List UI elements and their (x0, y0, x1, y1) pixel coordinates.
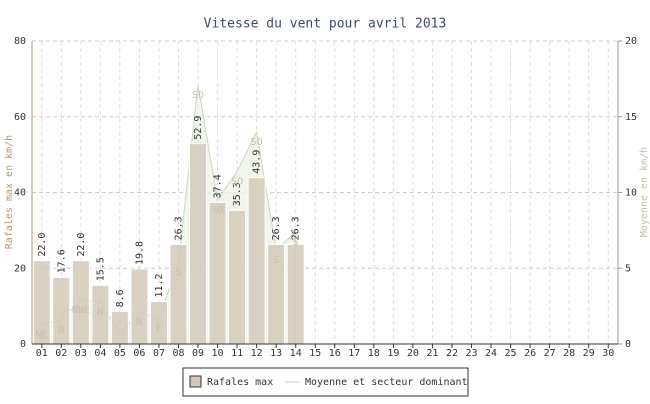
sector-label: N (58, 325, 64, 336)
sector-label: SO (231, 176, 243, 187)
sector-label: E (156, 323, 162, 334)
x-tick-label: 12 (251, 348, 263, 359)
data-label: 26.3 (174, 216, 185, 240)
x-tick-label: 20 (407, 348, 419, 359)
data-label: 22.0 (37, 233, 48, 257)
bar (110, 310, 129, 345)
x-tick-label: 07 (153, 348, 165, 359)
legend-label: Rafales max (207, 377, 273, 388)
bar (169, 243, 188, 345)
x-tick-label: 03 (75, 348, 87, 359)
y2-tick-label: 20 (625, 36, 637, 47)
bar (208, 201, 227, 345)
sector-label: NNE (72, 305, 90, 316)
y2-axis-label: Moyenne en km/h (639, 147, 650, 237)
y-axis-label: Rafales max en km/h (4, 135, 15, 249)
y-tick-label: 0 (20, 339, 26, 350)
x-tick-label: 23 (465, 348, 477, 359)
data-label: 37.4 (213, 174, 224, 198)
data-label: 11.2 (154, 273, 165, 297)
bar (130, 268, 149, 345)
sector-label: N (97, 307, 103, 318)
chart-title: Vitesse du vent pour avril 2013 (204, 17, 447, 32)
y-tick-label: 80 (14, 36, 26, 47)
y-tick-label: 20 (14, 263, 26, 274)
x-tick-label: 08 (172, 348, 184, 359)
x-tick-label: 22 (446, 348, 458, 359)
data-label: 43.9 (252, 150, 263, 174)
x-tick-label: 09 (192, 348, 204, 359)
sector-label: SO (192, 90, 204, 101)
x-tick-label: 11 (231, 348, 243, 359)
data-label: 35.3 (232, 182, 243, 206)
x-tick-label: 14 (290, 348, 302, 359)
data-label: 15.5 (95, 257, 106, 281)
x-tick-label: 04 (94, 348, 106, 359)
x-tick-label: 02 (55, 348, 67, 359)
sector-label: SO (251, 137, 263, 148)
y-tick-label: 40 (14, 188, 26, 199)
data-label: 8.6 (115, 289, 126, 307)
legend-box (182, 367, 469, 397)
x-tick-label: 21 (426, 348, 438, 359)
bar (286, 243, 305, 345)
y-tick-label: 60 (14, 112, 26, 123)
y2-tick-label: 10 (625, 188, 637, 199)
x-tick-label: 10 (212, 348, 224, 359)
data-label: 19.8 (134, 241, 145, 265)
x-tick-label: 05 (114, 348, 126, 359)
x-tick-label: 15 (309, 348, 321, 359)
x-tick-label: 27 (544, 348, 556, 359)
bar (228, 209, 247, 345)
x-tick-label: 29 (583, 348, 595, 359)
data-label: 26.3 (291, 216, 302, 240)
x-tick-label: 19 (387, 348, 399, 359)
sector-label: S (273, 255, 279, 266)
sector-label: SO (212, 205, 224, 216)
sector-label: NE (36, 329, 48, 340)
x-tick-label: 06 (133, 348, 145, 359)
legend-label: Moyenne et secteur dominant (305, 377, 468, 388)
x-tick-label: 28 (563, 348, 575, 359)
x-tick-label: 18 (368, 348, 380, 359)
data-label: 17.6 (56, 249, 67, 273)
y2-tick-label: 0 (625, 339, 631, 350)
data-label: 52.9 (193, 116, 204, 140)
x-tick-label: 16 (329, 348, 341, 359)
bar (247, 177, 266, 345)
y2-tick-label: 15 (625, 112, 637, 123)
data-label: 26.3 (271, 216, 282, 240)
bar (71, 260, 90, 345)
sector-label: S (293, 237, 299, 248)
y2-tick-label: 5 (625, 263, 631, 274)
sector-label: S (175, 267, 181, 278)
x-tick-label: 13 (270, 348, 282, 359)
bar (189, 143, 208, 345)
x-tick-label: 30 (602, 348, 614, 359)
x-tick-label: 24 (485, 348, 497, 359)
x-tick-label: 26 (524, 348, 536, 359)
data-label: 22.0 (76, 233, 87, 257)
legend-swatch (189, 375, 202, 388)
sector-label: N (136, 317, 142, 328)
x-tick-label: 01 (36, 348, 48, 359)
x-tick-label: 17 (348, 348, 360, 359)
x-tick-label: 25 (505, 348, 517, 359)
